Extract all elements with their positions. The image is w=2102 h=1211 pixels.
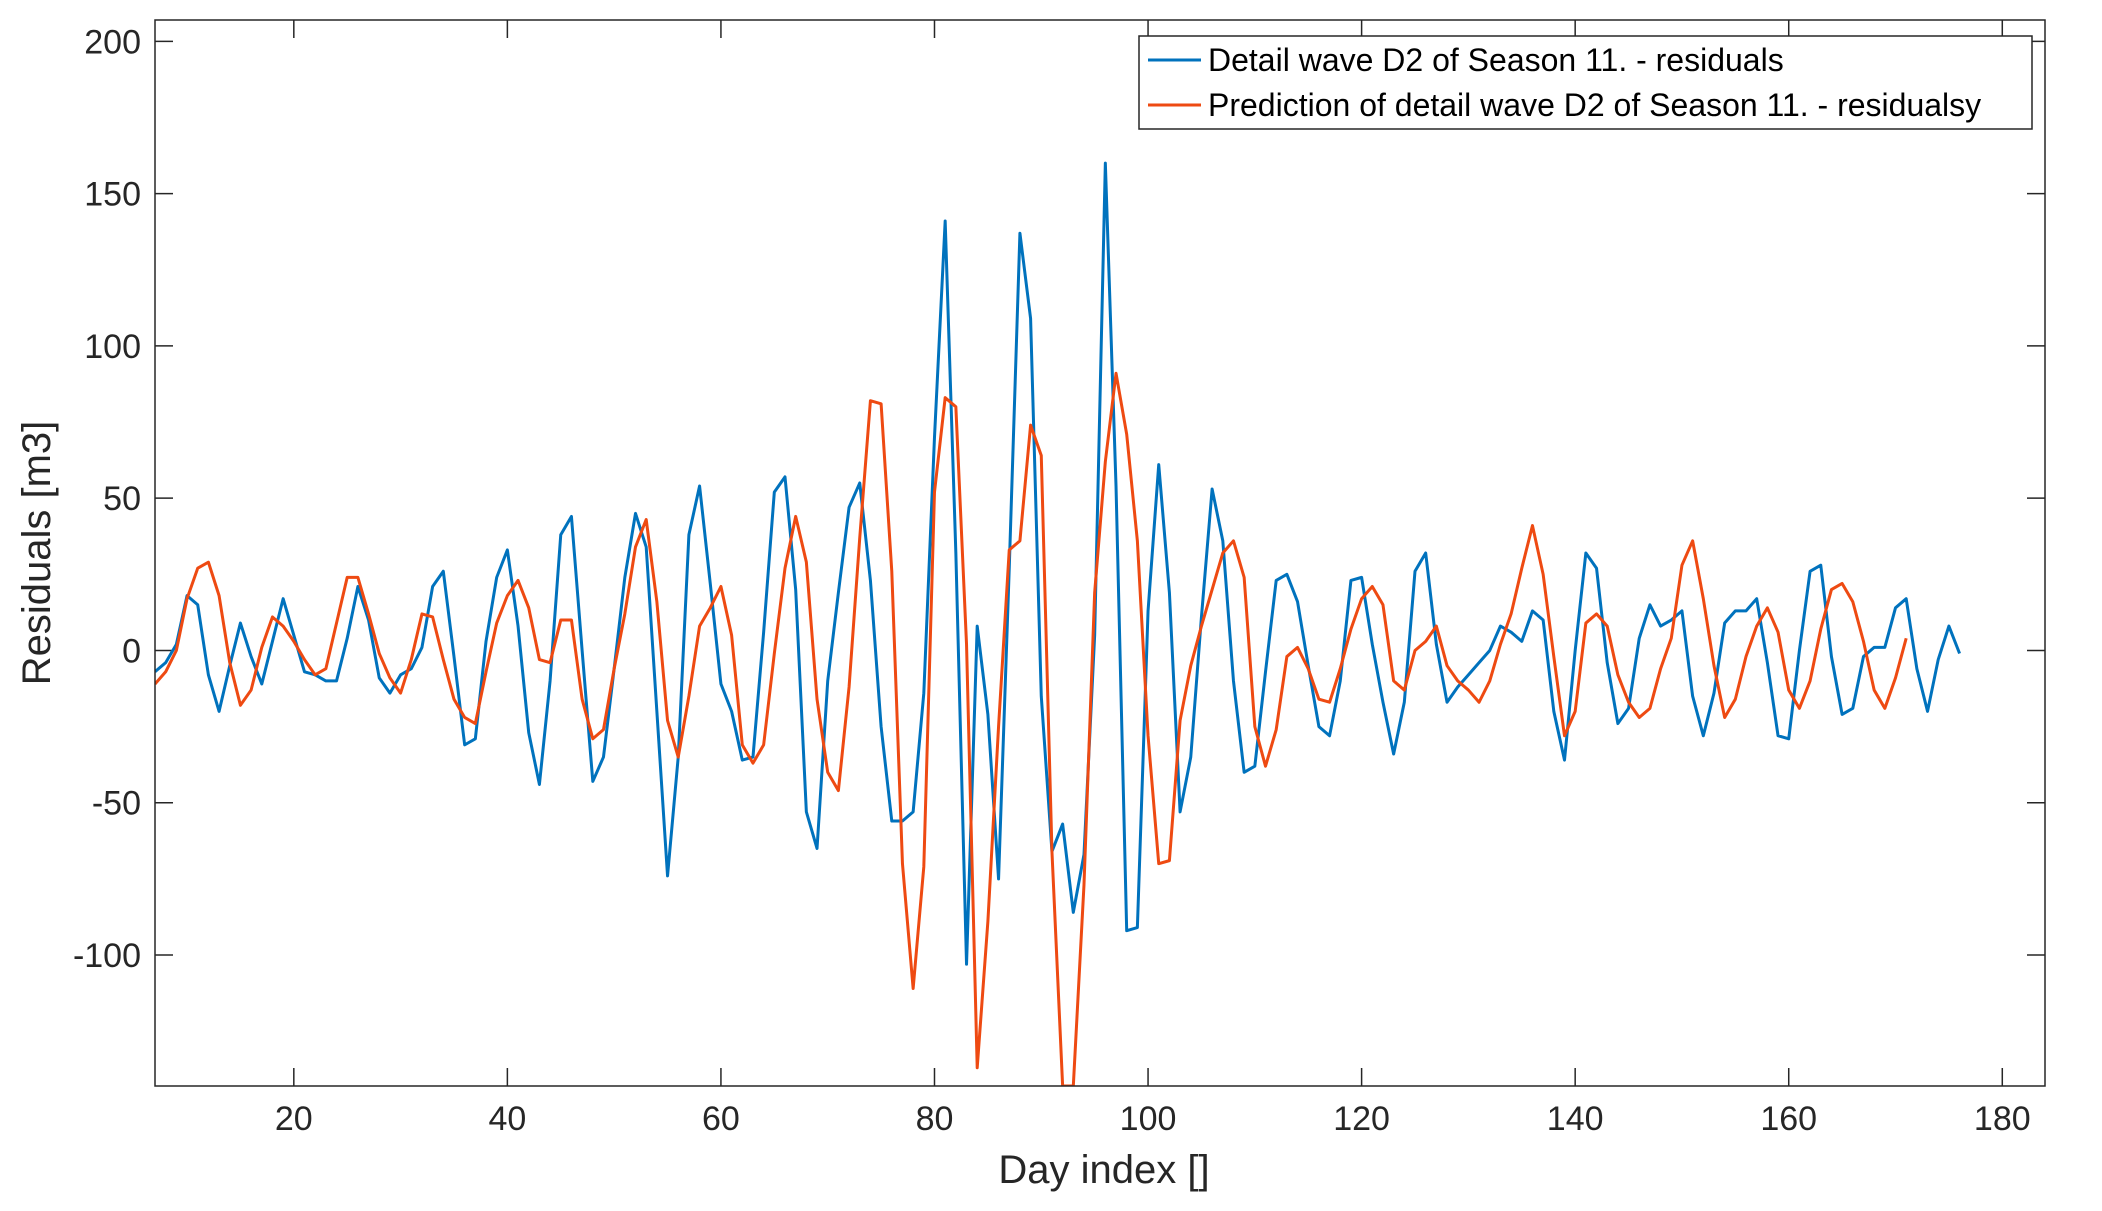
legend: Detail wave D2 of Season 11. - residuals… (1138, 35, 2033, 130)
y-tick-labels: -100 -50 0 50 100 150 200 (73, 23, 141, 975)
x-tick-label: 120 (1333, 1100, 1390, 1138)
x-tick-label: 160 (1760, 1100, 1817, 1138)
y-tick-label: 150 (84, 176, 141, 214)
x-tick-label: 180 (1974, 1100, 2031, 1138)
x-tick-label: 60 (702, 1100, 740, 1138)
series-line-prediction (155, 371, 1908, 1086)
y-axis-label: Residuals [m3] (15, 421, 59, 686)
tick-marks (155, 20, 2045, 1086)
legend-box (1138, 35, 2033, 130)
y-tick-label: -100 (73, 937, 141, 975)
x-tick-label: 80 (916, 1100, 954, 1138)
x-axis-label: Day index [] (998, 1148, 1209, 1192)
y-tick-label: 200 (84, 23, 141, 61)
series-line-residuals (155, 161, 1961, 966)
plot-frame (154, 19, 2046, 1087)
legend-label-residuals: Detail wave D2 of Season 11. - residuals (1208, 42, 1784, 78)
y-tick-label: 0 (122, 632, 141, 670)
x-tick-label: 100 (1120, 1100, 1177, 1138)
plot-background (155, 20, 2045, 1086)
y-tick-label: -50 (92, 785, 141, 823)
legend-label-prediction: Prediction of detail wave D2 of Season 1… (1208, 87, 1981, 123)
x-tick-labels: 20 40 60 80 100 120 140 160 180 (275, 1100, 2031, 1138)
x-tick-label: 40 (488, 1100, 526, 1138)
x-tick-label: 140 (1547, 1100, 1604, 1138)
y-tick-label: 100 (84, 328, 141, 366)
x-tick-label: 20 (275, 1100, 313, 1138)
y-tick-label: 50 (103, 480, 141, 518)
